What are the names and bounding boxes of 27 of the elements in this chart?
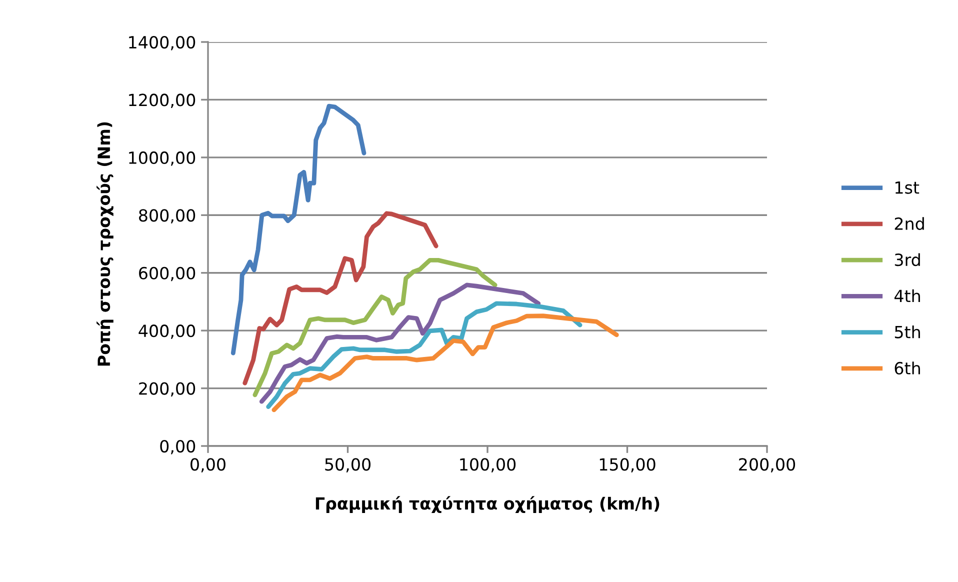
legend-label: 4th bbox=[894, 289, 920, 302]
y-tick-label: 800,00 bbox=[139, 209, 196, 224]
legend-label: 2nd bbox=[894, 217, 924, 230]
line-series bbox=[252, 258, 498, 398]
x-tick-label: 100,00 bbox=[460, 458, 516, 472]
x-axis-title: Γραμμική ταχύτητα οχήματος (km/h) bbox=[316, 496, 660, 513]
legend-label: 3rd bbox=[894, 253, 920, 266]
y-tick-label: 400,00 bbox=[138, 324, 196, 339]
y-axis-title: Ροπή στους τροχούς (Nm) bbox=[96, 122, 114, 366]
legend-label: 5th bbox=[894, 325, 920, 338]
line-series bbox=[259, 282, 541, 404]
y-tick-label: 1400,00 bbox=[129, 36, 196, 50]
x-tick-label: 150,00 bbox=[600, 458, 656, 472]
x-tick-label: 0,00 bbox=[190, 458, 226, 472]
y-tick-label: 1200,00 bbox=[129, 94, 196, 108]
y-tick-label: 0,00 bbox=[160, 440, 196, 454]
x-tick-label: 50,00 bbox=[325, 458, 370, 472]
y-tick-label: 200,00 bbox=[139, 382, 196, 397]
line-series bbox=[230, 104, 366, 356]
y-tick-label: 600,00 bbox=[139, 266, 196, 282]
x-tick-label: 200,00 bbox=[739, 458, 796, 472]
y-tick-label: 1000,00 bbox=[129, 151, 196, 166]
line-series bbox=[242, 211, 438, 386]
legend-label: 6th bbox=[894, 362, 920, 375]
line-series bbox=[266, 301, 582, 409]
line-series bbox=[272, 314, 619, 412]
legend-label: 1st bbox=[896, 181, 920, 194]
